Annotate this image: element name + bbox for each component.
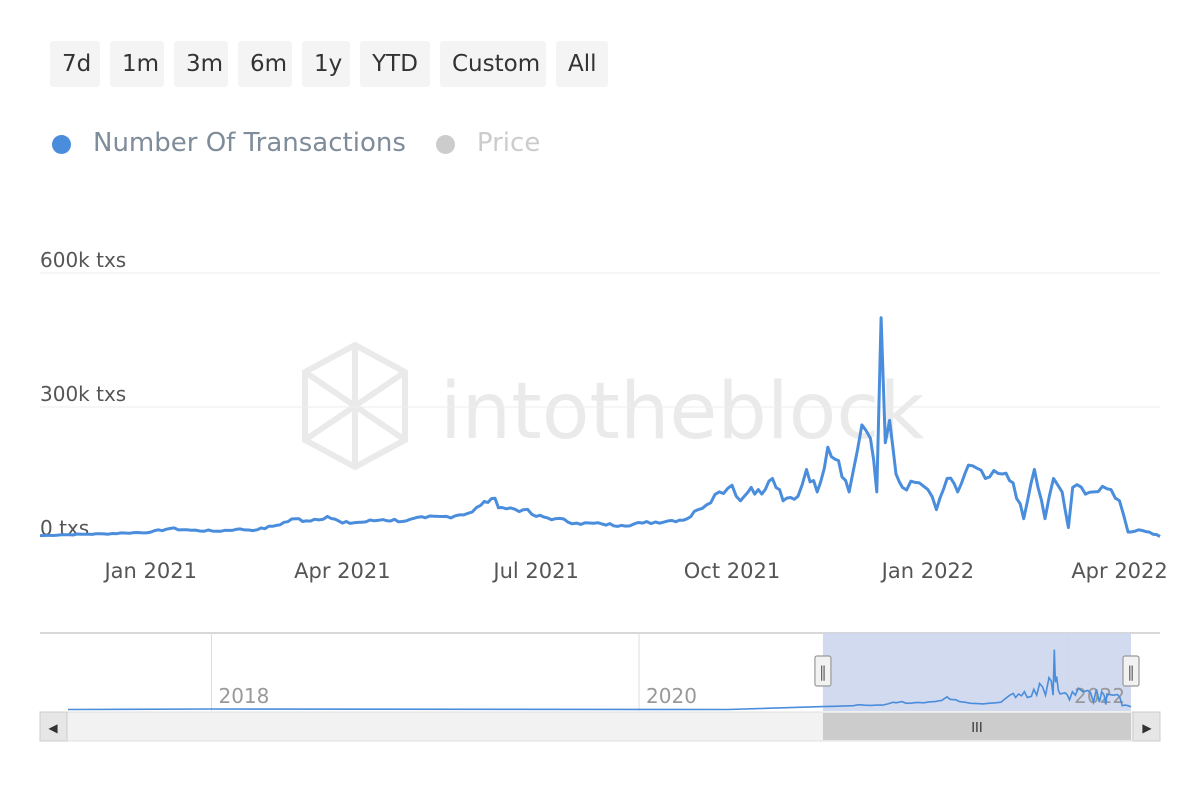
range-button-3m[interactable]: 3m <box>174 41 228 87</box>
legend-item-price[interactable]: Price <box>435 128 541 158</box>
range-button-7d[interactable]: 7d <box>50 41 100 87</box>
chart-gridlines <box>40 272 1160 408</box>
legend-dot-transactions <box>52 134 71 154</box>
range-selector: 7d 1m 3m 6m 1y YTD Custom All <box>50 41 608 87</box>
y-tick-label-2: 600k txs <box>40 248 126 272</box>
handle-grip-left: ‖ <box>819 663 827 681</box>
range-button-ytd[interactable]: YTD <box>360 41 430 87</box>
x-tick-label-1: Apr 2021 <box>294 559 390 583</box>
x-tick-label-4: Jan 2022 <box>880 559 975 583</box>
watermark-logo-icon <box>302 341 408 471</box>
chart-legend: Number Of Transactions Price <box>52 128 570 158</box>
scrollbar-arrow-left-icon: ◀ <box>48 721 58 735</box>
watermark: intotheblock <box>302 341 924 471</box>
scrollbar-thumb[interactable] <box>822 713 1131 740</box>
y-tick-label-1: 300k txs <box>40 382 126 406</box>
scrollbar-arrow-right-icon: ▶ <box>1142 721 1152 735</box>
navigator-handle-left[interactable]: ‖ <box>814 655 832 687</box>
x-tick-label-2: Jul 2021 <box>491 559 578 583</box>
navigator-label-0: 2018 <box>218 684 269 708</box>
range-button-custom[interactable]: Custom <box>440 41 546 87</box>
scrollbar-arrow-left-button[interactable] <box>39 711 68 742</box>
legend-item-transactions[interactable]: Number Of Transactions <box>52 128 406 158</box>
range-button-1y[interactable]: 1y <box>302 41 350 87</box>
range-button-6m[interactable]: 6m <box>238 41 292 87</box>
range-button-1m[interactable]: 1m <box>110 41 164 87</box>
navigator-selected-range[interactable] <box>822 633 1131 711</box>
scrollbar-thumb-grip: III <box>971 721 983 736</box>
legend-dot-price <box>435 134 455 154</box>
handle-grip-right: ‖ <box>1127 663 1135 681</box>
navigator-handle-right[interactable]: ‖ <box>1122 655 1140 687</box>
navigator-series-line <box>67 649 1132 711</box>
scrollbar-arrow-right-button[interactable] <box>1132 711 1161 742</box>
x-axis: Jan 2021 Apr 2021 Jul 2021 Oct 2021 Jan 2022… <box>102 559 1167 583</box>
scrollbar[interactable]: ◀ ▶ III <box>39 711 1161 742</box>
x-tick-label-3: Oct 2021 <box>684 559 780 583</box>
legend-label-price: Price <box>476 128 541 158</box>
legend-label-transactions: Number Of Transactions <box>93 128 406 158</box>
navigator-labels: 2018 2020 2022 <box>218 684 1125 708</box>
watermark-text: intotheblock <box>440 367 924 457</box>
navigator-label-2: 2022 <box>1074 684 1125 708</box>
x-tick-label-0: Jan 2021 <box>102 559 197 583</box>
navigator: 2018 2020 2022 ‖ ‖ <box>40 632 1160 711</box>
navigator-label-1: 2020 <box>646 684 697 708</box>
x-tick-label-5: Apr 2022 <box>1071 559 1167 583</box>
range-button-all[interactable]: All <box>556 41 608 87</box>
series-line-transactions <box>39 316 1161 538</box>
